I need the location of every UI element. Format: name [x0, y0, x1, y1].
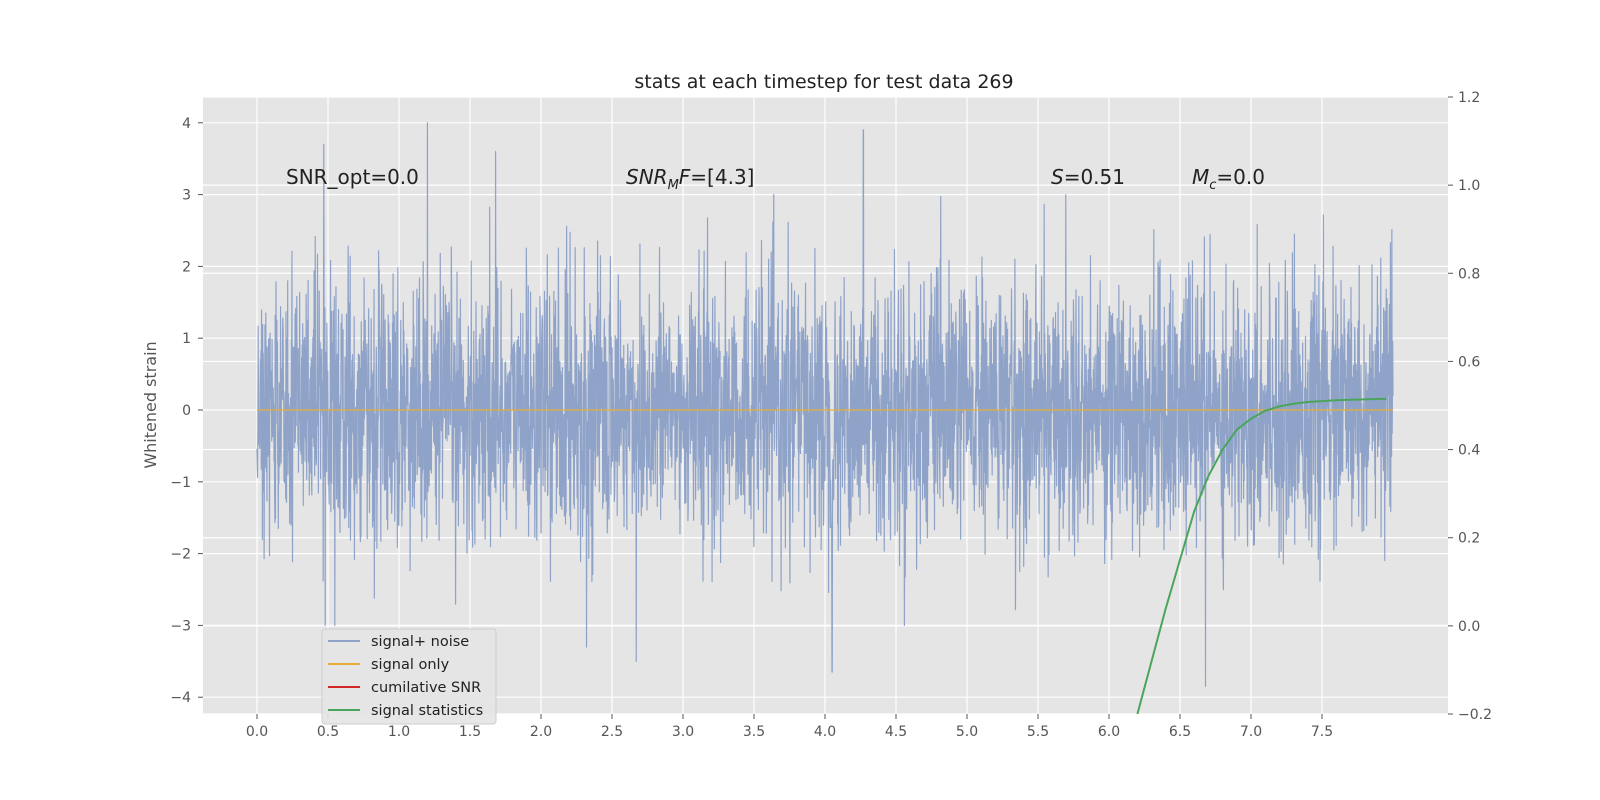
x-tick-label: 6.5 [1169, 724, 1191, 740]
y-tick-label: 4 [182, 116, 191, 132]
legend-label-cumilative-snr: cumilative SNR [371, 680, 481, 696]
chart-title: stats at each timestep for test data 269 [634, 71, 1013, 93]
annotation-mc-value: =0.0 [1216, 165, 1265, 189]
y-tick-label: −3 [170, 618, 191, 634]
x-tick-label: 2.5 [601, 724, 623, 740]
y2-tick-label: −0.2 [1458, 707, 1492, 723]
x-tick-label: 7.0 [1240, 724, 1262, 740]
annotation-mc-symbol: M [1192, 165, 1209, 189]
annotation-mc-sub: c [1209, 178, 1216, 193]
annotation-snr-mf-main: SNR [626, 165, 668, 189]
y-axis-label: Whitened strain [141, 341, 160, 468]
y2-tick-label: 0.4 [1458, 443, 1480, 459]
annotation-mc: Mc=0.0 [1192, 165, 1265, 193]
series-signal-plus-noise [256, 122, 1394, 688]
x-axis-ticks: 0.0 0.5 1.0 1.5 2.0 2.5 3.0 3.5 4.0 4.5 5.0 5.5 6.0 6… [246, 714, 1333, 740]
annotation-snr-mf: SNRMF=[4.3] [626, 165, 754, 193]
y-tick-label: −2 [170, 547, 191, 563]
series-layer [257, 397, 1393, 715]
x-tick-label: 1.0 [388, 724, 410, 740]
x-tick-label: 5.0 [956, 724, 978, 740]
y-tick-label: 2 [182, 259, 191, 275]
annotation-snr-mf-rest: F [679, 165, 691, 189]
annotation-snr-mf-sub: M [668, 178, 679, 193]
x-tick-label: 3.5 [743, 724, 765, 740]
x-tick-label: 4.5 [885, 724, 907, 740]
annotation-snr-mf-value: =[4.3] [690, 165, 754, 189]
x-tick-label: 1.5 [459, 724, 481, 740]
y2-tick-label: 1.2 [1458, 90, 1480, 106]
y-tick-label: −1 [170, 475, 191, 491]
x-tick-label: 2.0 [530, 724, 552, 740]
y2-tick-label: 0.2 [1458, 531, 1480, 547]
y2-tick-label: 0.6 [1458, 354, 1480, 370]
signal-plus-noise-layer [256, 122, 1394, 688]
y-tick-label: −4 [170, 690, 191, 706]
y-tick-label: 0 [182, 403, 191, 419]
x-tick-label: 0.0 [246, 724, 268, 740]
x-tick-label: 0.5 [317, 724, 339, 740]
y2-tick-label: 0.0 [1458, 619, 1480, 635]
annotation-s-symbol: S [1051, 165, 1064, 189]
annotation-s: S=0.51 [1051, 165, 1125, 189]
y-axis-ticks: 4 3 2 1 0 −1 −2 −3 −4 [170, 116, 203, 706]
series-signal-statistics [1136, 397, 1386, 715]
y2-tick-label: 1.0 [1458, 178, 1480, 194]
x-tick-label: 6.0 [1098, 724, 1120, 740]
x-tick-label: 7.5 [1311, 724, 1333, 740]
legend-box [321, 628, 497, 725]
x-tick-label: 3.0 [672, 724, 694, 740]
annotation-s-value: =0.51 [1064, 165, 1125, 189]
x-tick-label: 5.5 [1027, 724, 1049, 740]
y-tick-label: 1 [182, 331, 191, 347]
y2-tick-label: 0.8 [1458, 266, 1480, 282]
legend: signal+ noise signal only cumilative SNR… [321, 628, 497, 725]
y-tick-label: 3 [182, 188, 191, 204]
legend-label-signal-statistics: signal statistics [371, 703, 483, 719]
legend-label-signal-plus-noise: signal+ noise [371, 634, 469, 650]
annotation-snr-opt: SNR_opt=0.0 [286, 165, 419, 189]
x-tick-label: 4.0 [814, 724, 836, 740]
legend-label-signal-only: signal only [371, 657, 450, 673]
y2-axis-ticks: 1.2 1.0 0.8 0.6 0.4 0.2 0.0 −0.2 [1448, 90, 1492, 723]
